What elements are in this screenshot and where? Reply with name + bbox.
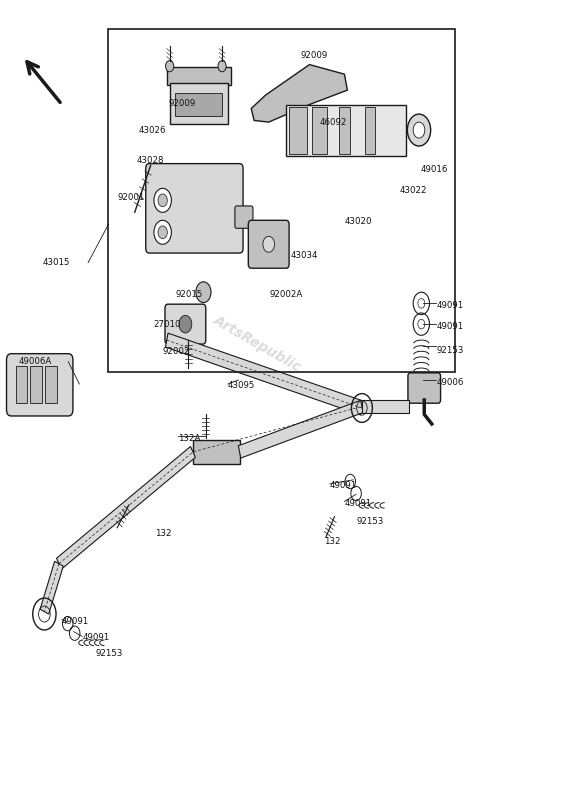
FancyBboxPatch shape [235, 206, 253, 228]
Circle shape [263, 236, 274, 252]
Text: 49091: 49091 [436, 302, 464, 310]
Text: 92153: 92153 [436, 346, 464, 355]
FancyBboxPatch shape [146, 164, 243, 253]
Text: 27010: 27010 [154, 320, 181, 329]
Text: 49016: 49016 [420, 165, 447, 174]
Text: 43026: 43026 [139, 126, 166, 134]
Text: 43020: 43020 [345, 218, 372, 226]
Text: 49091: 49091 [82, 634, 110, 642]
Text: 49091: 49091 [436, 322, 464, 331]
Text: 132A: 132A [178, 434, 201, 443]
Polygon shape [251, 65, 347, 122]
Bar [45, 366, 57, 403]
Text: ArtsRepublic: ArtsRepublic [211, 314, 304, 375]
Text: 43022: 43022 [400, 186, 427, 195]
Text: 49091: 49091 [62, 617, 89, 626]
Bar [169, 83, 228, 125]
Bar [175, 93, 222, 117]
Text: 92015: 92015 [175, 290, 203, 299]
Bar [286, 105, 406, 157]
Polygon shape [165, 333, 363, 415]
Circle shape [166, 61, 173, 72]
Text: 49006A: 49006A [18, 357, 51, 366]
Bar [289, 107, 307, 154]
Text: 43015: 43015 [43, 258, 70, 267]
Text: 46092: 46092 [320, 118, 347, 127]
Circle shape [154, 188, 171, 212]
Text: 92002A: 92002A [270, 290, 303, 299]
Text: 92001: 92001 [117, 194, 145, 202]
Text: 92153: 92153 [95, 650, 123, 658]
FancyBboxPatch shape [6, 354, 73, 416]
Bar [109, 29, 455, 372]
Text: 132: 132 [324, 537, 340, 546]
Bar [193, 440, 239, 464]
Bar [312, 107, 327, 154]
Text: 132: 132 [155, 529, 172, 538]
Polygon shape [40, 562, 63, 614]
Text: 92009: 92009 [169, 99, 196, 108]
Bar [30, 366, 42, 403]
Circle shape [413, 122, 425, 138]
Circle shape [158, 194, 168, 206]
Circle shape [196, 282, 211, 302]
Text: 43095: 43095 [228, 381, 255, 390]
Circle shape [158, 226, 168, 238]
Circle shape [154, 220, 171, 244]
Text: 49091: 49091 [330, 481, 357, 490]
Text: 92002: 92002 [163, 346, 190, 356]
Circle shape [179, 315, 192, 333]
Polygon shape [362, 400, 409, 413]
Bar [339, 107, 350, 154]
FancyBboxPatch shape [408, 373, 440, 403]
FancyBboxPatch shape [248, 220, 289, 268]
Text: 92153: 92153 [356, 517, 384, 526]
Text: 49091: 49091 [345, 499, 371, 508]
Bar [167, 67, 231, 85]
Polygon shape [57, 446, 196, 569]
Text: 92009: 92009 [301, 50, 328, 59]
Text: 49006: 49006 [436, 378, 464, 387]
Polygon shape [238, 400, 363, 458]
Bar [16, 366, 27, 403]
Circle shape [408, 114, 430, 146]
FancyBboxPatch shape [165, 304, 206, 344]
Text: 43028: 43028 [137, 156, 164, 165]
Text: 43034: 43034 [291, 251, 318, 260]
Bar [365, 107, 376, 154]
Circle shape [218, 61, 226, 72]
